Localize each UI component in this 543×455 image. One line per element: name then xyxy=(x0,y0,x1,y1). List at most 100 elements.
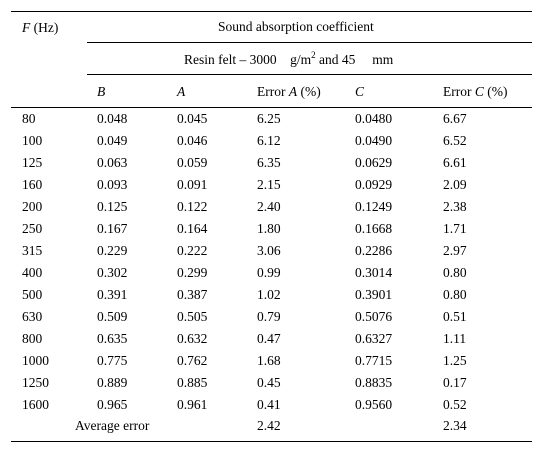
material-mid: and 45 xyxy=(319,52,356,67)
cell-c: 0.0490 xyxy=(355,133,393,148)
average-error-a: 2.42 xyxy=(257,418,281,433)
cell-a: 0.885 xyxy=(177,375,208,390)
cell-b: 0.125 xyxy=(97,199,128,214)
cell-c: 0.2286 xyxy=(355,243,393,258)
cell-error-a: 0.99 xyxy=(257,265,281,280)
cell-a: 0.222 xyxy=(177,243,208,258)
cell-a: 0.762 xyxy=(177,353,208,368)
cell-error-a: 0.47 xyxy=(257,331,281,346)
cell-error-a: 6.25 xyxy=(257,111,281,126)
material-title: Resin felt – 3000 g/m2 and 45 mm xyxy=(184,49,394,68)
cell-c: 0.1668 xyxy=(355,221,393,236)
cell-error-c: 2.97 xyxy=(443,243,467,258)
cell-b: 0.965 xyxy=(97,397,128,412)
freq-header: F (Hz) xyxy=(22,20,58,36)
cell-error-c: 1.25 xyxy=(443,353,467,368)
cell-frequency: 400 xyxy=(22,265,43,280)
cell-error-a: 0.41 xyxy=(257,397,281,412)
cell-c: 0.1249 xyxy=(355,199,393,214)
cell-error-c: 2.09 xyxy=(443,177,467,192)
cell-a: 0.632 xyxy=(177,331,208,346)
cell-c: 0.0629 xyxy=(355,155,393,170)
cell-error-a: 0.79 xyxy=(257,309,281,324)
cell-b: 0.509 xyxy=(97,309,128,324)
group-title: Sound absorption coefficient xyxy=(218,19,374,34)
cell-error-a: 6.35 xyxy=(257,155,281,170)
col-header-c: C xyxy=(355,84,365,99)
cell-b: 0.048 xyxy=(97,111,128,126)
cell-c: 0.3901 xyxy=(355,287,393,302)
cell-b: 0.167 xyxy=(97,221,128,236)
cell-b: 0.889 xyxy=(97,375,128,390)
cell-error-c: 0.80 xyxy=(443,287,467,302)
cell-frequency: 630 xyxy=(22,309,43,324)
cell-error-c: 0.80 xyxy=(443,265,467,280)
col-header-error-a: Error A (%) xyxy=(257,84,321,99)
cell-frequency: 500 xyxy=(22,287,43,302)
cell-a: 0.045 xyxy=(177,111,208,126)
cell-error-a: 2.40 xyxy=(257,199,281,214)
cell-error-c: 2.38 xyxy=(443,199,467,214)
cell-frequency: 1000 xyxy=(22,353,49,368)
cell-frequency: 1600 xyxy=(22,397,49,412)
col-header-b: B xyxy=(97,84,106,99)
cell-frequency: 125 xyxy=(22,155,43,170)
cell-error-a: 2.15 xyxy=(257,177,281,192)
cell-frequency: 100 xyxy=(22,133,43,148)
cell-b: 0.302 xyxy=(97,265,128,280)
material-unit: g/m xyxy=(290,52,312,67)
cell-c: 0.0929 xyxy=(355,177,393,192)
cell-error-c: 0.51 xyxy=(443,309,467,324)
cell-b: 0.093 xyxy=(97,177,128,192)
cell-c: 0.7715 xyxy=(355,353,393,368)
cell-b: 0.635 xyxy=(97,331,128,346)
cell-c: 0.6327 xyxy=(355,331,393,346)
material-exp: 2 xyxy=(311,49,316,60)
col-header-a: A xyxy=(177,84,186,99)
cell-error-a: 1.68 xyxy=(257,353,281,368)
cell-error-c: 1.71 xyxy=(443,221,467,236)
cell-error-c: 0.17 xyxy=(443,375,467,390)
cell-error-a: 1.80 xyxy=(257,221,281,236)
material-suffix: mm xyxy=(372,52,394,67)
cell-a: 0.505 xyxy=(177,309,208,324)
cell-error-c: 0.52 xyxy=(443,397,467,412)
cell-b: 0.391 xyxy=(97,287,128,302)
cell-c: 0.8835 xyxy=(355,375,393,390)
cell-frequency: 1250 xyxy=(22,375,49,390)
header-bottom-rule xyxy=(11,107,532,108)
cell-error-c: 1.11 xyxy=(443,331,467,346)
bottom-rule xyxy=(11,441,532,442)
cell-a: 0.961 xyxy=(177,397,208,412)
material-rule xyxy=(87,74,532,75)
cell-a: 0.059 xyxy=(177,155,208,170)
cell-error-a: 3.06 xyxy=(257,243,281,258)
cell-a: 0.387 xyxy=(177,287,208,302)
col-header-error-c: Error C (%) xyxy=(443,84,508,99)
cell-a: 0.164 xyxy=(177,221,208,236)
cell-frequency: 250 xyxy=(22,221,43,236)
freq-unit: (Hz) xyxy=(33,20,59,35)
top-rule xyxy=(11,11,532,12)
cell-frequency: 200 xyxy=(22,199,43,214)
cell-b: 0.229 xyxy=(97,243,128,258)
cell-frequency: 160 xyxy=(22,177,43,192)
cell-error-c: 6.61 xyxy=(443,155,467,170)
freq-var: F xyxy=(22,20,31,35)
average-error-c: 2.34 xyxy=(443,418,467,433)
cell-frequency: 315 xyxy=(22,243,43,258)
cell-b: 0.063 xyxy=(97,155,128,170)
cell-b: 0.049 xyxy=(97,133,128,148)
average-error-label: Average error xyxy=(75,418,150,433)
cell-frequency: 80 xyxy=(22,111,36,126)
cell-error-c: 6.52 xyxy=(443,133,467,148)
cell-c: 0.5076 xyxy=(355,309,393,324)
cell-a: 0.122 xyxy=(177,199,208,214)
cell-b: 0.775 xyxy=(97,353,128,368)
cell-a: 0.046 xyxy=(177,133,208,148)
cell-a: 0.091 xyxy=(177,177,208,192)
cell-error-a: 6.12 xyxy=(257,133,281,148)
cell-error-a: 0.45 xyxy=(257,375,281,390)
cell-frequency: 800 xyxy=(22,331,43,346)
cell-a: 0.299 xyxy=(177,265,208,280)
